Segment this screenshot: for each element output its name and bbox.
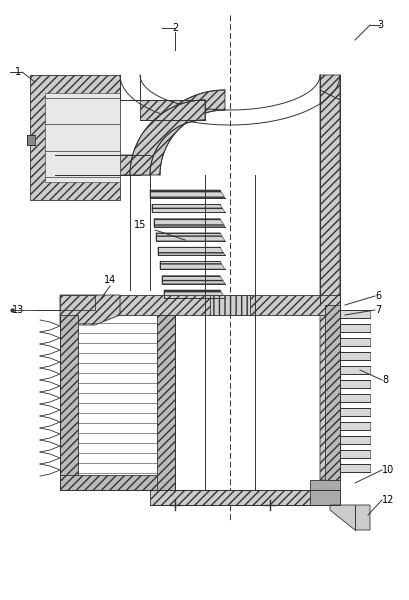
Polygon shape <box>150 190 225 198</box>
Polygon shape <box>45 93 120 182</box>
Polygon shape <box>340 324 370 332</box>
Polygon shape <box>55 155 150 175</box>
Polygon shape <box>27 135 35 145</box>
Polygon shape <box>340 436 370 444</box>
Polygon shape <box>154 218 225 227</box>
Polygon shape <box>60 295 120 325</box>
Polygon shape <box>150 490 340 505</box>
Polygon shape <box>325 305 340 480</box>
Polygon shape <box>140 90 225 175</box>
Text: 13: 13 <box>12 305 24 315</box>
Polygon shape <box>320 90 340 480</box>
Polygon shape <box>152 204 225 212</box>
Polygon shape <box>30 75 120 200</box>
Polygon shape <box>340 422 370 430</box>
Polygon shape <box>60 295 95 310</box>
Text: 8: 8 <box>382 375 388 385</box>
Polygon shape <box>157 315 175 490</box>
Text: 6: 6 <box>375 291 381 301</box>
Polygon shape <box>320 75 340 100</box>
Polygon shape <box>340 352 370 360</box>
Polygon shape <box>160 262 225 269</box>
Polygon shape <box>330 505 370 530</box>
Polygon shape <box>340 338 370 346</box>
Polygon shape <box>340 366 370 374</box>
Polygon shape <box>60 475 175 490</box>
Text: 12: 12 <box>382 495 394 505</box>
Polygon shape <box>340 394 370 402</box>
Text: 1: 1 <box>15 67 21 77</box>
Text: 14: 14 <box>104 275 116 285</box>
Polygon shape <box>130 100 205 175</box>
Polygon shape <box>120 100 205 120</box>
Polygon shape <box>164 290 225 298</box>
Polygon shape <box>158 247 225 255</box>
Polygon shape <box>340 380 370 388</box>
Polygon shape <box>340 310 370 318</box>
Polygon shape <box>340 408 370 416</box>
Text: 10: 10 <box>382 465 394 475</box>
Polygon shape <box>60 295 340 315</box>
Polygon shape <box>210 295 250 315</box>
Polygon shape <box>340 464 370 472</box>
Text: 3: 3 <box>377 20 383 30</box>
Text: 15: 15 <box>134 220 146 230</box>
Polygon shape <box>60 315 78 490</box>
Polygon shape <box>310 480 340 505</box>
Polygon shape <box>156 233 225 241</box>
Polygon shape <box>340 450 370 458</box>
Polygon shape <box>162 276 225 284</box>
Text: 2: 2 <box>172 23 178 33</box>
Text: 7: 7 <box>375 305 381 315</box>
